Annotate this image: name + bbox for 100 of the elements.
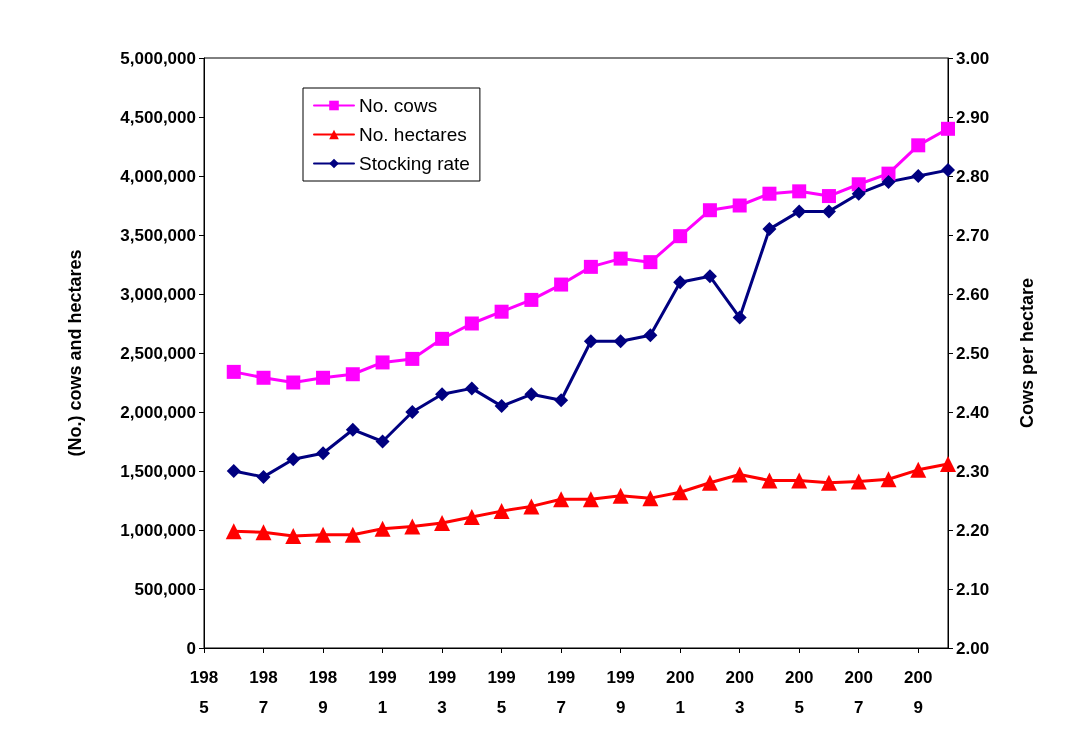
point — [316, 446, 331, 461]
point — [582, 491, 599, 508]
point — [344, 526, 361, 543]
x-tick-label: 200 9 — [904, 667, 933, 717]
point — [345, 422, 360, 437]
point — [821, 189, 836, 204]
point — [524, 292, 539, 307]
point — [673, 229, 688, 244]
point — [762, 186, 777, 201]
point — [435, 387, 450, 402]
point — [612, 487, 629, 504]
y-tick-label: 500,000 — [134, 579, 196, 599]
y-tick-label: 4,500,000 — [120, 107, 196, 127]
point — [851, 186, 866, 201]
point — [226, 364, 241, 379]
point — [643, 328, 658, 343]
point — [405, 405, 420, 419]
point — [345, 367, 360, 382]
point — [941, 163, 955, 178]
point — [672, 484, 689, 501]
legend-label: Stocking rate — [359, 153, 470, 174]
point — [553, 491, 570, 508]
point — [732, 310, 747, 325]
y2-tick-label: 2.50 — [956, 343, 990, 363]
point — [941, 121, 955, 136]
point — [434, 514, 451, 531]
point — [792, 184, 807, 199]
y2-axis-title: Cows per hectare — [1017, 277, 1037, 429]
point — [643, 255, 658, 270]
point — [494, 304, 509, 319]
point — [256, 469, 271, 484]
point — [701, 474, 718, 491]
point — [642, 490, 659, 507]
point — [791, 472, 808, 489]
x-tick-label: 198 9 — [308, 667, 338, 717]
point — [523, 498, 540, 515]
point — [911, 138, 926, 153]
y-tick-label: 1,500,000 — [120, 461, 196, 481]
point — [463, 509, 480, 526]
point — [554, 277, 569, 292]
point — [583, 334, 598, 349]
point — [255, 524, 272, 541]
point — [493, 503, 510, 520]
point — [464, 381, 479, 396]
point — [732, 198, 747, 213]
point — [821, 204, 836, 219]
y2-tick-label: 2.00 — [956, 638, 990, 658]
point — [256, 370, 271, 385]
point — [524, 387, 539, 402]
y-tick-label: 2,500,000 — [120, 343, 196, 363]
point — [285, 527, 302, 544]
x-tick-label: 198 7 — [249, 667, 278, 717]
point — [554, 393, 569, 408]
point — [405, 351, 420, 366]
x-tick-label: 200 7 — [844, 667, 873, 717]
y-tick-label: 3,500,000 — [120, 225, 196, 245]
point — [881, 174, 896, 189]
point — [673, 275, 688, 290]
point — [702, 203, 717, 218]
x-tick-label: 200 1 — [665, 667, 695, 717]
x-tick-label: 199 7 — [546, 667, 576, 717]
y-tick-label: 2,000,000 — [120, 402, 196, 422]
x-tick-label: 199 9 — [606, 667, 635, 717]
point — [464, 316, 479, 331]
point — [494, 399, 509, 414]
y-axis-title: (No.) cows and hectares — [65, 249, 85, 457]
x-tick-label: 200 5 — [785, 667, 814, 717]
point — [225, 523, 242, 540]
y-tick-label: 3,000,000 — [120, 284, 196, 304]
point — [911, 169, 926, 183]
point — [762, 222, 777, 237]
y-tick-label: 1,000,000 — [120, 520, 196, 540]
point — [375, 434, 390, 449]
y2-tick-label: 2.60 — [956, 284, 990, 304]
point — [731, 466, 748, 483]
y2-tick-label: 2.80 — [956, 166, 990, 186]
point — [375, 355, 390, 370]
y2-tick-label: 2.90 — [956, 107, 990, 127]
point — [792, 204, 807, 219]
y2-tick-label: 2.40 — [956, 402, 990, 422]
x-tick-label: 199 1 — [368, 667, 397, 717]
x-tick-label: 199 3 — [427, 667, 457, 717]
legend-label: No. cows — [359, 95, 438, 116]
point — [315, 526, 332, 543]
y2-tick-label: 2.70 — [956, 225, 990, 245]
point — [850, 473, 867, 490]
point — [226, 464, 241, 478]
point — [761, 472, 778, 489]
point — [583, 259, 598, 274]
point — [374, 520, 391, 537]
point — [880, 471, 897, 488]
x-tick-label: 200 3 — [725, 667, 754, 717]
point — [404, 518, 421, 535]
point — [286, 375, 301, 390]
point — [940, 455, 956, 472]
x-tick-label: 198 5 — [189, 667, 219, 717]
y-tick-label: 0 — [186, 638, 196, 658]
point — [613, 251, 628, 266]
y2-tick-label: 2.10 — [956, 579, 990, 599]
y-tick-label: 5,000,000 — [120, 48, 196, 68]
